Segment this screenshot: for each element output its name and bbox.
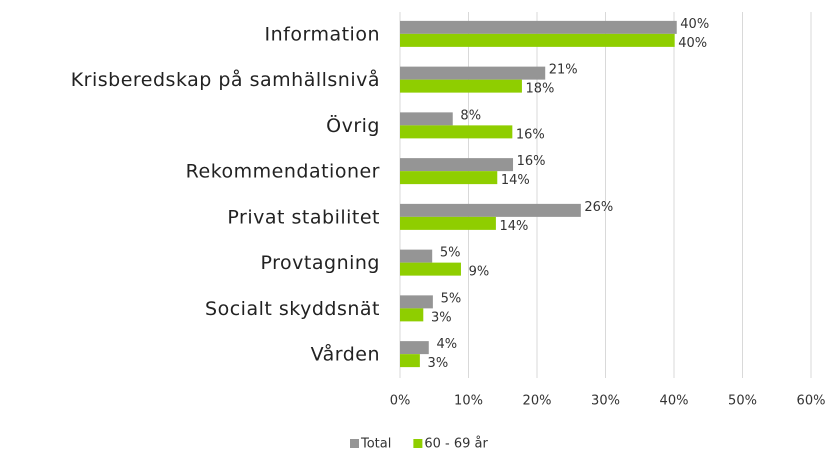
category-label: Vården xyxy=(311,343,380,366)
x-tick-label: 0% xyxy=(390,394,411,409)
category-label: Privat stabilitet xyxy=(227,206,380,228)
value-label: 40% xyxy=(680,17,709,32)
value-label: 16% xyxy=(517,154,546,169)
x-tick-label: 10% xyxy=(454,394,483,409)
value-label: 14% xyxy=(499,219,528,234)
bar xyxy=(400,203,581,217)
bar xyxy=(400,33,675,47)
bar xyxy=(400,262,461,276)
category-label: Information xyxy=(265,23,380,45)
value-label: 21% xyxy=(549,63,578,78)
value-label: 5% xyxy=(441,291,462,306)
value-label: 8% xyxy=(460,108,481,123)
legend-swatch xyxy=(350,439,359,448)
category-label: Krisberedskap på samhällsnivå xyxy=(71,68,380,91)
value-label: 18% xyxy=(525,82,554,97)
value-label: 3% xyxy=(431,310,452,325)
x-tick-label: 50% xyxy=(728,394,757,409)
bar xyxy=(400,295,433,309)
bar xyxy=(400,158,514,172)
value-label: 9% xyxy=(469,265,490,280)
bar xyxy=(400,249,433,263)
bar xyxy=(400,354,420,368)
bar xyxy=(400,341,429,355)
legend-swatch xyxy=(413,439,423,448)
legend-label: 60 - 69 år xyxy=(424,437,488,452)
x-tick-label: 60% xyxy=(797,394,826,409)
bar xyxy=(400,79,522,93)
category-label: Övrig xyxy=(326,114,380,137)
bar xyxy=(400,216,496,230)
bar xyxy=(400,66,546,80)
bar xyxy=(400,112,453,126)
category-label: Socialt skyddsnät xyxy=(205,298,380,320)
category-label: Provtagning xyxy=(261,252,380,274)
bar xyxy=(400,308,424,322)
bar xyxy=(400,171,498,185)
value-label: 26% xyxy=(584,200,613,215)
value-label: 14% xyxy=(501,173,530,188)
value-label: 16% xyxy=(516,127,545,142)
legend-label: Total xyxy=(360,437,391,452)
bar xyxy=(400,125,513,139)
bar xyxy=(400,20,677,34)
category-label: Rekommendationer xyxy=(186,161,380,183)
value-label: 40% xyxy=(678,36,707,51)
value-label: 3% xyxy=(428,356,449,371)
value-label: 4% xyxy=(436,337,457,352)
x-tick-label: 40% xyxy=(660,394,689,409)
x-tick-label: 20% xyxy=(523,394,552,409)
value-label: 5% xyxy=(440,246,461,261)
x-tick-label: 30% xyxy=(591,394,620,409)
